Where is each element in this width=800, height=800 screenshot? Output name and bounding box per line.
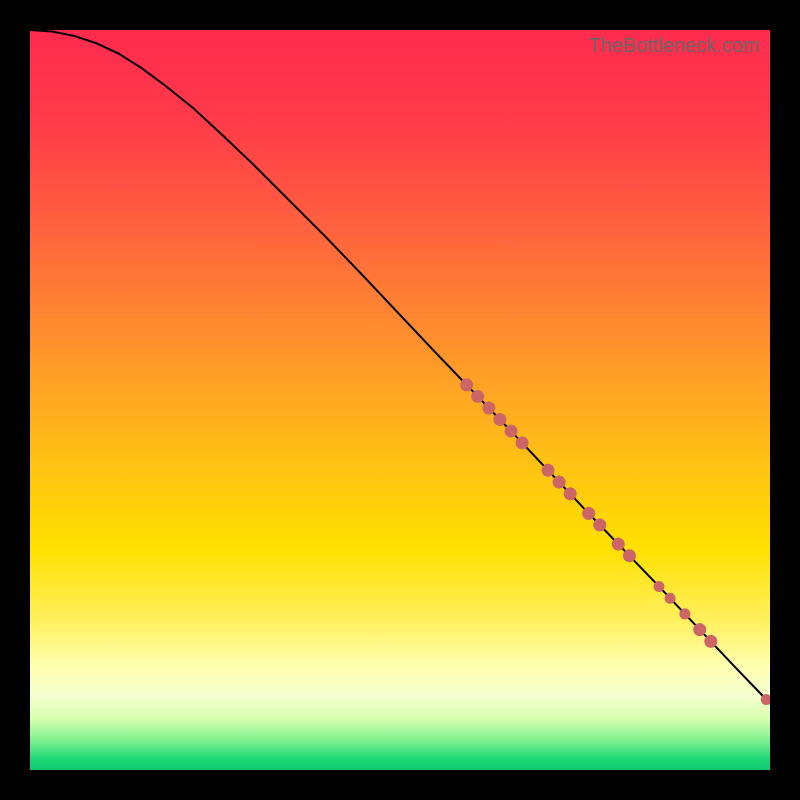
data-marker: [623, 550, 635, 562]
data-marker: [483, 402, 495, 414]
data-marker: [564, 488, 576, 500]
data-marker: [694, 624, 706, 636]
data-marker: [654, 581, 664, 591]
bottleneck-curve: [30, 30, 770, 703]
data-marker: [705, 635, 717, 647]
curve-layer: [30, 30, 770, 770]
data-marker: [680, 609, 690, 619]
data-marker: [583, 507, 595, 519]
data-marker: [553, 476, 565, 488]
data-marker: [472, 390, 484, 402]
data-marker: [665, 593, 675, 603]
plot-area: TheBottleneck.com: [30, 30, 770, 770]
chart-container: TheBottleneck.com: [0, 0, 800, 800]
data-marker: [542, 464, 554, 476]
data-marker: [516, 437, 528, 449]
watermark-text: TheBottleneck.com: [589, 35, 760, 58]
data-marker: [594, 519, 606, 531]
data-marker: [494, 414, 506, 426]
data-marker: [612, 538, 624, 550]
data-marker: [761, 695, 770, 705]
data-marker: [461, 379, 473, 391]
data-marker: [505, 425, 517, 437]
